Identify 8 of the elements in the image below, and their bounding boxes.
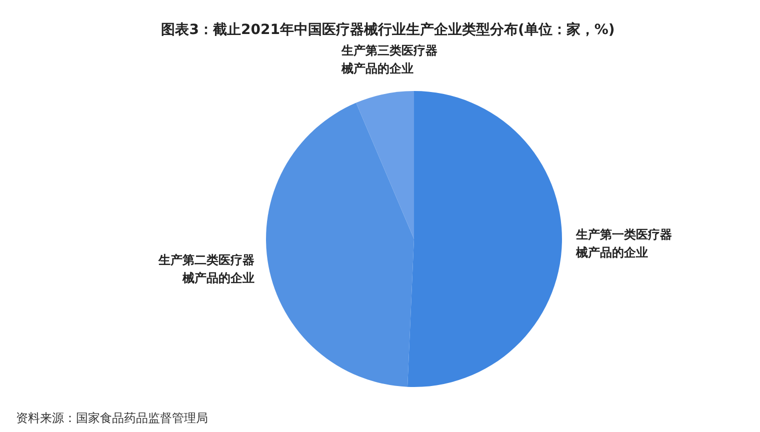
pie-slice: [407, 91, 562, 387]
pie-slice: [356, 91, 414, 239]
slice-label: 生产第二类医疗器械产品的企业: [158, 252, 255, 285]
chart-title: 图表3：截止2021年中国医疗器械行业生产企业类型分布(单位：家，%): [161, 21, 615, 38]
slice-label: 生产第一类医疗器械产品的企业: [574, 228, 672, 260]
text: 资料来源：国家食品药品监督管理局: [16, 411, 208, 425]
slice-label: 生产第三类医疗器械产品的企业: [340, 43, 438, 76]
pie-slice: [266, 102, 414, 387]
